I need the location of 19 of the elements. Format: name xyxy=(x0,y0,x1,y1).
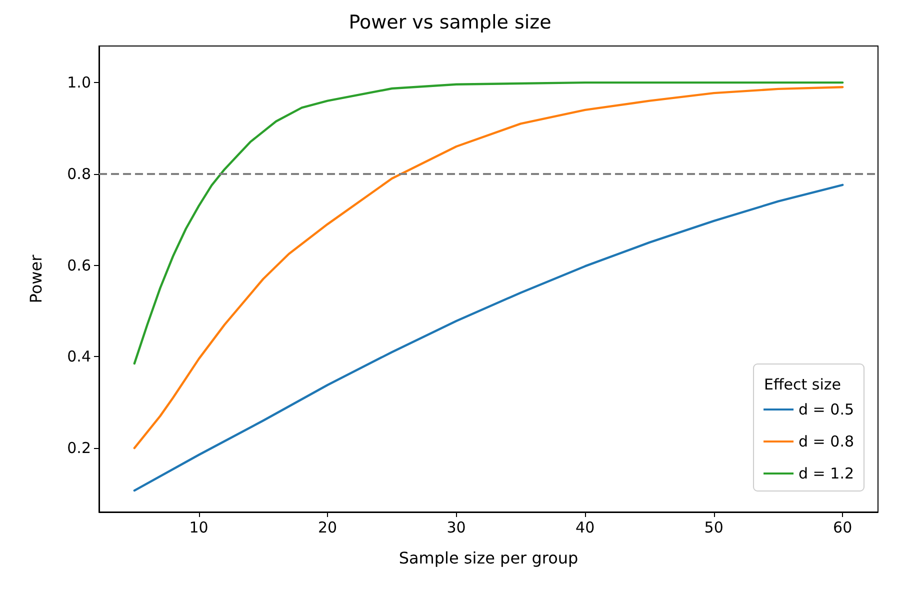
line-series xyxy=(133,81,844,365)
legend-label: d = 0.5 xyxy=(798,400,854,418)
y-tick-label: 0.6 xyxy=(67,256,91,274)
y-tick-label: 0.4 xyxy=(67,348,91,366)
x-tick-label: 30 xyxy=(446,518,466,536)
y-axis-title: Power xyxy=(26,254,46,304)
x-tick-label: 50 xyxy=(704,518,724,536)
legend-title: Effect size xyxy=(764,376,842,394)
legend-label: d = 1.2 xyxy=(798,464,854,482)
y-tick-label: 0.2 xyxy=(67,439,91,458)
y-tick-label: 1.0 xyxy=(67,74,91,92)
x-tick-label: 40 xyxy=(576,518,595,536)
x-axis-title: Sample size per group xyxy=(398,548,578,568)
legend-label: d = 0.8 xyxy=(798,432,854,450)
x-tick-label: 20 xyxy=(318,518,338,536)
y-tick-label: 0.8 xyxy=(67,164,91,183)
x-tick-label: 10 xyxy=(189,518,208,536)
chart-title: Power vs sample size xyxy=(348,12,552,34)
x-tick-label: 60 xyxy=(833,518,852,536)
